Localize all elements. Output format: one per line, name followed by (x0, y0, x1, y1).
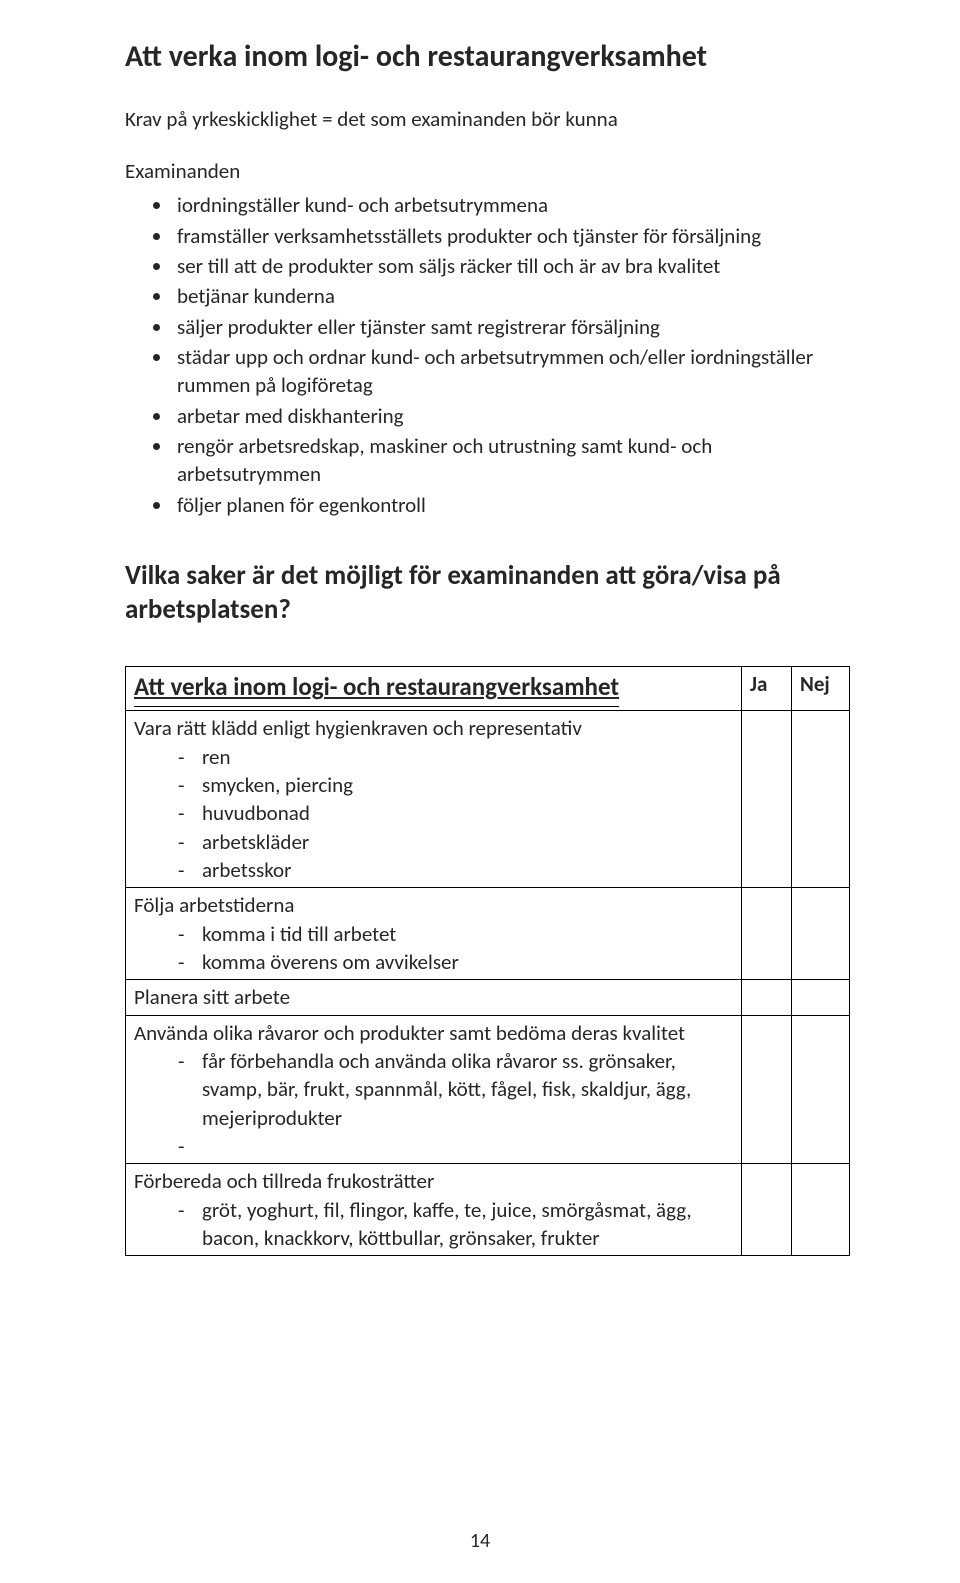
table-cell-nej[interactable] (792, 1015, 850, 1164)
row-subitem: gröt, yoghurt, fil, flingor, kaffe, te, … (178, 1196, 735, 1253)
row-subitem: arbetskläder (178, 828, 735, 856)
row-subitem: huvudbonad (178, 799, 735, 827)
intro-line: Krav på yrkeskicklighet = det som examin… (125, 105, 850, 133)
document-page: Att verka inom logi- och restaurangverks… (0, 0, 960, 1583)
competency-bullet-list: iordningställer kund- och arbetsutrymmen… (125, 191, 850, 519)
row-subitem: arbetsskor (178, 856, 735, 884)
row-text: Förbereda och tillreda frukosträtter (134, 1167, 735, 1195)
competency-bullet: rengör arbetsredskap, maskiner och utrus… (173, 432, 850, 489)
competency-bullet: städar upp och ordnar kund- och arbetsut… (173, 343, 850, 400)
table-header-row: Att verka inom logi- och restaurangverks… (126, 667, 850, 711)
table-cell-nej[interactable] (792, 888, 850, 980)
competency-bullet: framställer verksamhetsställets produkte… (173, 222, 850, 250)
row-sublist: rensmycken, piercinghuvudbonadarbetskläd… (134, 743, 735, 885)
table-cell-main: Använda olika råvaror och produkter samt… (126, 1015, 742, 1164)
section-heading: Vilka saker är det möjligt för examinand… (125, 559, 850, 627)
competency-bullet: säljer produkter eller tjänster samt reg… (173, 313, 850, 341)
row-text: Planera sitt arbete (134, 983, 735, 1011)
table-cell-ja[interactable] (742, 1015, 792, 1164)
table-cell-ja[interactable] (742, 888, 792, 980)
assessment-table: Att verka inom logi- och restaurangverks… (125, 666, 850, 1256)
table-row: Vara rätt klädd enligt hygienkraven och … (126, 711, 850, 888)
row-text: Vara rätt klädd enligt hygienkraven och … (134, 714, 735, 742)
row-subitem: komma överens om avvikelser (178, 948, 735, 976)
row-subitem: får förbehandla och använda olika råvaro… (178, 1047, 735, 1132)
table-cell-main: Förbereda och tillreda frukosträttergröt… (126, 1164, 742, 1256)
table-cell-nej[interactable] (792, 711, 850, 888)
table-cell-main: Planera sitt arbete (126, 980, 742, 1015)
table-cell-main: Vara rätt klädd enligt hygienkraven och … (126, 711, 742, 888)
row-text: Följa arbetstiderna (134, 891, 735, 919)
table-row: Planera sitt arbete (126, 980, 850, 1015)
competency-bullet: ser till att de produkter som säljs räck… (173, 252, 850, 280)
row-subitem: ren (178, 743, 735, 771)
table-cell-nej[interactable] (792, 980, 850, 1015)
table-row: Följa arbetstidernakomma i tid till arbe… (126, 888, 850, 980)
row-subitem (178, 1132, 735, 1160)
table-cell-nej[interactable] (792, 1164, 850, 1256)
row-sublist: komma i tid till arbetetkomma överens om… (134, 920, 735, 977)
table-row: Använda olika råvaror och produkter samt… (126, 1015, 850, 1164)
competency-bullet: följer planen för egenkontroll (173, 491, 850, 519)
table-header-nej: Nej (792, 667, 850, 711)
page-title: Att verka inom logi- och restaurangverks… (125, 40, 850, 75)
examinanden-label: Examinanden (125, 157, 850, 185)
table-cell-ja[interactable] (742, 711, 792, 888)
row-text: Använda olika råvaror och produkter samt… (134, 1019, 735, 1047)
page-number: 14 (0, 1529, 960, 1553)
table-header-main: Att verka inom logi- och restaurangverks… (126, 667, 742, 711)
row-sublist: får förbehandla och använda olika råvaro… (134, 1047, 735, 1160)
row-subitem: smycken, piercing (178, 771, 735, 799)
row-subitem: komma i tid till arbetet (178, 920, 735, 948)
competency-bullet: iordningställer kund- och arbetsutrymmen… (173, 191, 850, 219)
table-cell-main: Följa arbetstidernakomma i tid till arbe… (126, 888, 742, 980)
competency-bullet: betjänar kunderna (173, 282, 850, 310)
row-sublist: gröt, yoghurt, fil, flingor, kaffe, te, … (134, 1196, 735, 1253)
table-cell-ja[interactable] (742, 1164, 792, 1256)
table-header-ja: Ja (742, 667, 792, 711)
table-row: Förbereda och tillreda frukosträttergröt… (126, 1164, 850, 1256)
competency-bullet: arbetar med diskhantering (173, 402, 850, 430)
table-cell-ja[interactable] (742, 980, 792, 1015)
